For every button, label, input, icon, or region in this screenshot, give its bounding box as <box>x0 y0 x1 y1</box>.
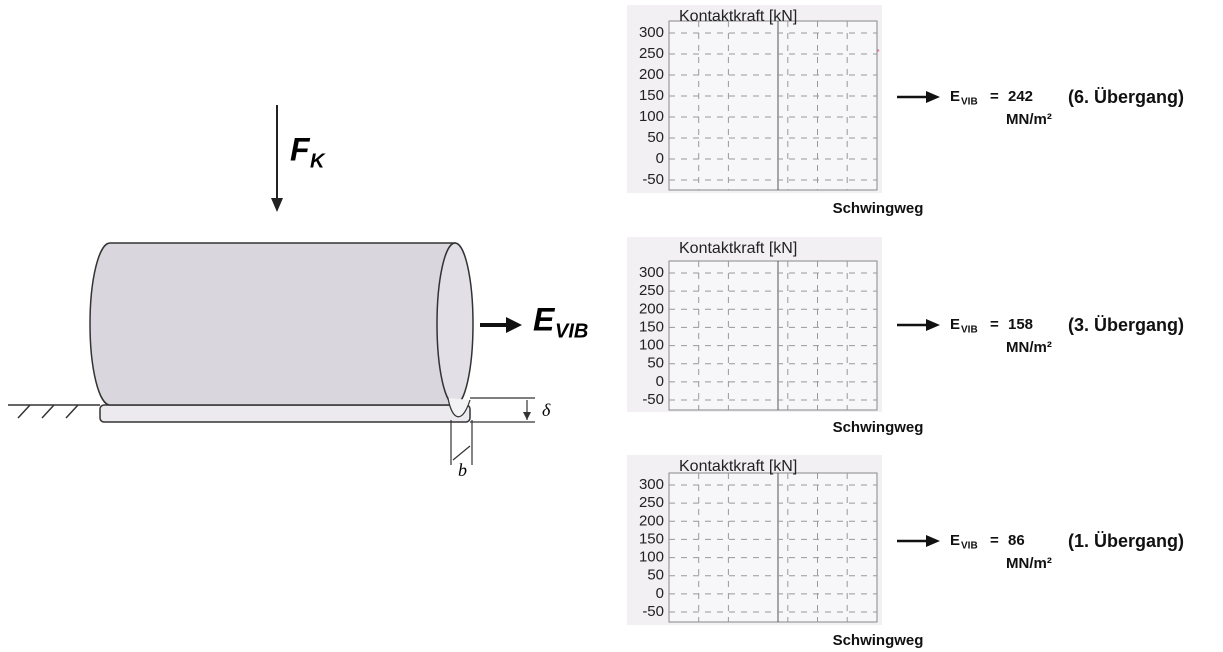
result-arrow-head <box>926 535 940 547</box>
y-tick-label: 250 <box>639 494 664 511</box>
modulus-subscript: VIB <box>555 320 588 342</box>
force-arrow-head <box>271 198 283 212</box>
force-subscript: K <box>310 150 326 172</box>
y-tick-label: -50 <box>642 603 664 620</box>
y-tick-label: 100 <box>639 337 664 354</box>
delta-arrow-head <box>523 412 531 420</box>
ground <box>8 404 100 419</box>
plot-area <box>668 260 878 411</box>
result-equals: = <box>990 532 999 549</box>
result-arrow-head <box>926 319 940 331</box>
contact-plate <box>99 404 471 423</box>
y-tick-label: 200 <box>639 512 664 529</box>
y-tick-label: 200 <box>639 300 664 317</box>
width-dimension <box>450 420 473 465</box>
x-axis-label: Schwingweg <box>833 632 924 649</box>
result-symbol: E <box>950 532 960 549</box>
y-tick-label: 0 <box>656 585 664 602</box>
result-value: 86 <box>1008 532 1025 549</box>
plot-area <box>668 20 878 191</box>
result-subscript: VIB <box>961 541 978 552</box>
y-tick-label: 0 <box>656 373 664 390</box>
y-tick-label: 150 <box>639 530 664 547</box>
result-value: 242 <box>1008 88 1033 105</box>
y-tick-label: 150 <box>639 87 664 104</box>
delta-dimension <box>470 397 535 423</box>
width-label: b <box>458 460 467 480</box>
result-note: (3. Übergang) <box>1068 315 1184 335</box>
result-equals: = <box>990 316 999 333</box>
result-note: (6. Übergang) <box>1068 87 1184 107</box>
y-tick-label: 50 <box>647 129 664 146</box>
delta-label: δ <box>542 400 551 420</box>
result-unit: MN/m² <box>1006 339 1052 356</box>
result-value: 158 <box>1008 316 1033 333</box>
y-tick-label: 50 <box>647 355 664 372</box>
y-tick-label: 100 <box>639 549 664 566</box>
result-subscript: VIB <box>961 97 978 108</box>
result-unit: MN/m² <box>1006 555 1052 572</box>
modulus-arrow-head <box>506 317 522 333</box>
roller <box>89 242 474 418</box>
result-symbol: E <box>950 316 960 333</box>
modulus-symbol: E <box>533 301 556 337</box>
y-tick-label: -50 <box>642 391 664 408</box>
x-axis-label: Schwingweg <box>833 419 924 436</box>
x-axis-label: Schwingweg <box>833 200 924 217</box>
result-subscript: VIB <box>961 325 978 336</box>
result-equals: = <box>990 88 999 105</box>
result-symbol: E <box>950 88 960 105</box>
result-note: (1. Übergang) <box>1068 531 1184 551</box>
y-tick-label: 300 <box>639 264 664 281</box>
result-unit: MN/m² <box>1006 111 1052 128</box>
plot-title: Kontaktkraft [kN] <box>679 240 797 257</box>
plot: 300 250 200 150 100 50 0 -50 Kontaktkraft [kN] <box>627 5 882 193</box>
result-arrow-head <box>926 91 940 103</box>
y-tick-label: 250 <box>639 45 664 62</box>
plot-title: Kontaktkraft [kN] <box>679 458 797 475</box>
force-symbol: F <box>290 131 311 167</box>
y-tick-label: 200 <box>639 66 664 83</box>
y-tick-label: 250 <box>639 282 664 299</box>
y-tick-label: 150 <box>639 318 664 335</box>
y-tick-label: 300 <box>639 476 664 493</box>
y-tick-label: -50 <box>642 171 664 188</box>
plot-title: Kontaktkraft [kN] <box>679 8 797 25</box>
y-tick-label: 300 <box>639 24 664 41</box>
y-tick-label: 50 <box>647 567 664 584</box>
plot-area <box>668 472 878 623</box>
y-tick-label: 100 <box>639 108 664 125</box>
y-tick-label: 0 <box>656 150 664 167</box>
